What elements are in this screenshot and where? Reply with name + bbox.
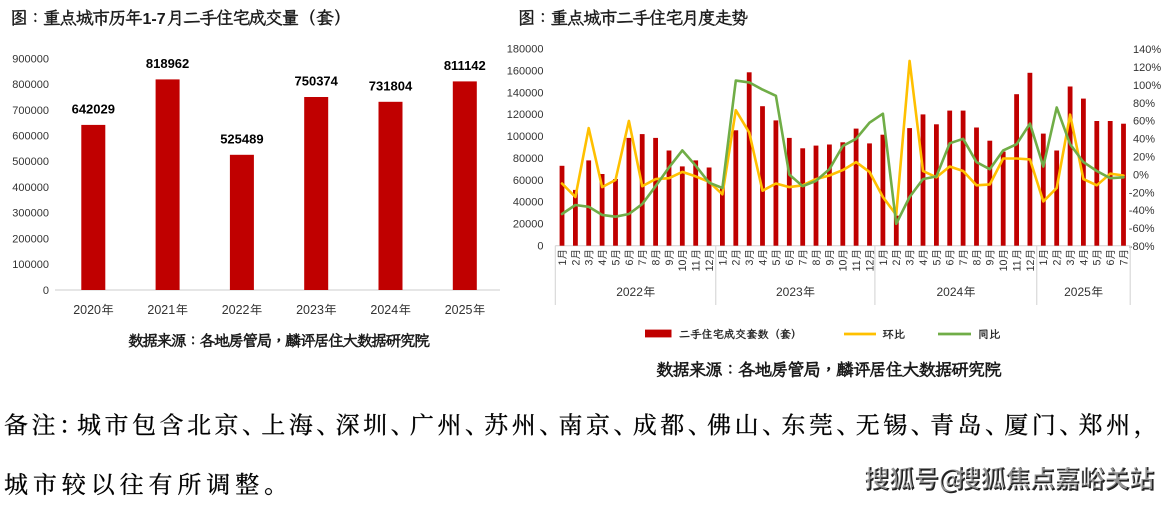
svg-text:2: 2 [570,260,582,266]
svg-text:60000: 60000 [513,175,544,187]
svg-text:1-7: 1-7 [143,11,166,28]
svg-text:3: 3 [905,260,917,266]
svg-text:9: 9 [664,260,676,266]
svg-text:2021: 2021 [147,303,175,317]
svg-text:-80%: -80% [1129,241,1155,253]
svg-text:11: 11 [1012,260,1024,271]
svg-text:2025: 2025 [445,303,473,317]
svg-text:0: 0 [537,241,543,253]
svg-text:100000: 100000 [507,131,544,143]
svg-text:120000: 120000 [507,109,544,121]
svg-text:11: 11 [691,260,703,271]
svg-text:811142: 811142 [444,58,486,73]
svg-text:731804: 731804 [369,78,413,93]
svg-text:7: 7 [798,260,810,266]
svg-text:5: 5 [610,260,622,266]
svg-text:4: 4 [1078,260,1090,266]
svg-text:800000: 800000 [12,79,49,91]
svg-text:1: 1 [1038,260,1050,266]
svg-text:4: 4 [757,260,769,266]
svg-text:10: 10 [838,260,850,272]
svg-text:20000: 20000 [513,219,544,231]
svg-text:525489: 525489 [220,131,263,146]
svg-text:11: 11 [851,260,863,271]
svg-text:2022: 2022 [222,303,250,317]
svg-text:7: 7 [1118,260,1130,266]
svg-text:12: 12 [1025,260,1037,272]
svg-text:3: 3 [584,260,596,266]
svg-text:5: 5 [1092,260,1104,266]
svg-text:140000: 140000 [507,87,544,99]
svg-text:-20%: -20% [1129,187,1155,199]
svg-text:180000: 180000 [507,44,544,56]
svg-text:20%: 20% [1133,152,1155,164]
svg-text:-40%: -40% [1129,205,1155,217]
svg-text:200000: 200000 [12,233,49,245]
svg-text:120%: 120% [1133,62,1161,74]
svg-text:2: 2 [731,260,743,266]
svg-text:140%: 140% [1133,44,1161,56]
svg-text:160000: 160000 [507,66,544,78]
svg-text:100%: 100% [1133,80,1161,92]
svg-text:-60%: -60% [1129,223,1155,235]
svg-text:7: 7 [637,260,649,266]
svg-text:8: 8 [651,260,663,266]
svg-text:6: 6 [1105,260,1117,266]
svg-text:10: 10 [677,260,689,272]
svg-text:2020: 2020 [73,303,101,317]
svg-text:8: 8 [971,260,983,266]
svg-text:4: 4 [597,260,609,266]
svg-text:2025: 2025 [1064,285,1091,299]
svg-text:100000: 100000 [12,259,49,271]
svg-text:60%: 60% [1133,116,1155,128]
svg-text:750374: 750374 [295,74,339,89]
svg-text:2023: 2023 [296,303,324,317]
svg-text:40000: 40000 [513,197,544,209]
svg-text:12: 12 [864,260,876,272]
svg-text:40%: 40% [1133,134,1155,146]
svg-text:12: 12 [704,260,716,272]
svg-text:10: 10 [998,260,1010,272]
svg-text:2024: 2024 [370,303,398,317]
svg-text:6: 6 [945,260,957,266]
svg-text:8: 8 [811,260,823,266]
svg-text:3: 3 [744,260,756,266]
svg-text:3: 3 [1065,260,1077,266]
svg-text:818962: 818962 [146,56,189,71]
svg-text:5: 5 [771,260,783,266]
svg-text:9: 9 [985,260,997,266]
svg-text:2024: 2024 [937,285,964,299]
svg-text:600000: 600000 [12,131,49,143]
svg-text:300000: 300000 [12,208,49,220]
svg-text:500000: 500000 [12,156,49,168]
svg-text:1: 1 [878,260,890,266]
svg-text:0: 0 [43,285,49,297]
svg-text:9: 9 [824,260,836,266]
svg-text:1: 1 [557,260,569,266]
svg-text:642029: 642029 [72,101,115,116]
svg-text:80%: 80% [1133,98,1155,110]
svg-text:6: 6 [624,260,636,266]
svg-text:5: 5 [931,260,943,266]
svg-text:80000: 80000 [513,153,544,165]
svg-text:1: 1 [717,260,729,266]
svg-text:7: 7 [958,260,970,266]
svg-text:900000: 900000 [12,53,49,65]
svg-text:2023: 2023 [776,285,803,299]
svg-text:6: 6 [784,260,796,266]
svg-text:2: 2 [891,260,903,266]
svg-text:0%: 0% [1133,169,1149,181]
svg-text:2022: 2022 [616,285,643,299]
svg-text:4: 4 [918,260,930,266]
svg-text:700000: 700000 [12,105,49,117]
svg-text:2: 2 [1052,260,1064,266]
svg-text:400000: 400000 [12,182,49,194]
